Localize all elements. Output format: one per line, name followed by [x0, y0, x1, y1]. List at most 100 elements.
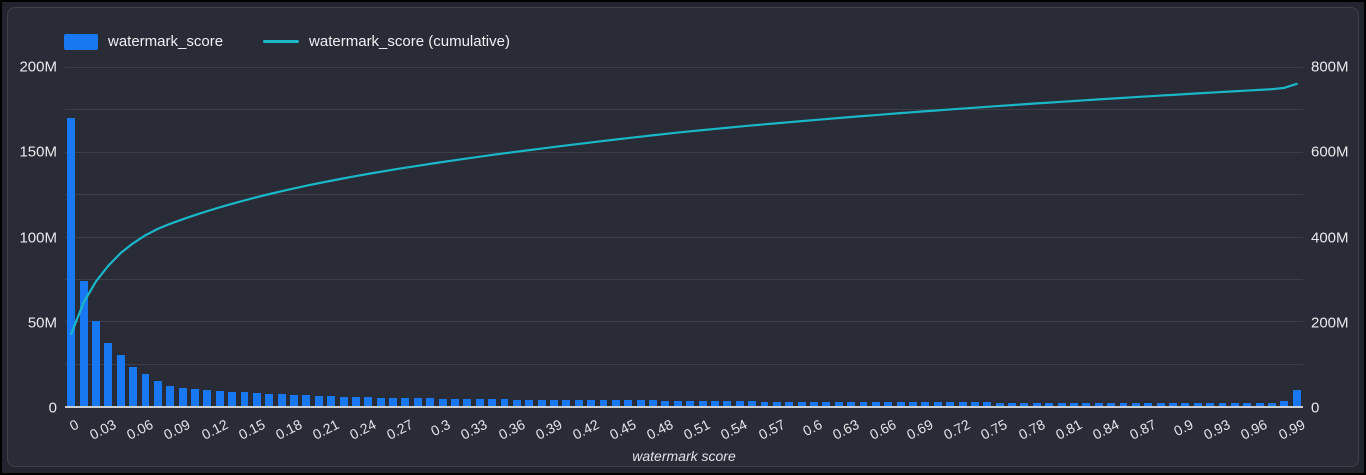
histogram-bar[interactable]	[871, 402, 880, 406]
histogram-bar[interactable]	[1169, 403, 1177, 406]
histogram-bar[interactable]	[587, 400, 596, 406]
histogram-bar[interactable]	[129, 367, 138, 406]
histogram-bar[interactable]	[1206, 403, 1215, 406]
histogram-bar[interactable]	[611, 400, 620, 406]
histogram-bar[interactable]	[1045, 402, 1054, 406]
histogram-bar[interactable]	[153, 380, 162, 406]
histogram-bar[interactable]	[277, 394, 286, 406]
histogram-bar[interactable]	[896, 402, 905, 406]
histogram-bar[interactable]	[599, 400, 608, 406]
histogram-bar[interactable]	[537, 399, 546, 406]
histogram-bar[interactable]	[351, 396, 360, 406]
histogram-bar[interactable]	[1230, 403, 1239, 406]
histogram-bar[interactable]	[735, 401, 744, 406]
histogram-bar[interactable]	[673, 400, 682, 406]
histogram-bar[interactable]	[661, 400, 670, 406]
histogram-bar[interactable]	[364, 397, 373, 406]
histogram-bar[interactable]	[141, 373, 150, 406]
histogram-bar[interactable]	[525, 399, 534, 406]
histogram-bar[interactable]	[413, 398, 422, 406]
histogram-bar[interactable]	[240, 392, 249, 406]
histogram-bar[interactable]	[574, 399, 583, 406]
histogram-bar[interactable]	[1181, 403, 1190, 406]
legend-item-watermark-score[interactable]: watermark_score	[64, 33, 223, 50]
histogram-bar[interactable]	[228, 391, 237, 406]
histogram-bar[interactable]	[327, 396, 336, 406]
histogram-bar[interactable]	[290, 394, 298, 406]
histogram-bar[interactable]	[475, 399, 484, 406]
histogram-bar[interactable]	[426, 398, 435, 406]
histogram-bar[interactable]	[1107, 402, 1116, 406]
histogram-bar[interactable]	[983, 402, 992, 406]
histogram-bar[interactable]	[191, 389, 199, 406]
histogram-bar[interactable]	[933, 402, 942, 406]
histogram-bar[interactable]	[252, 393, 261, 406]
histogram-bar[interactable]	[91, 321, 100, 406]
histogram-bar[interactable]	[1280, 400, 1289, 406]
histogram-bar[interactable]	[339, 396, 348, 406]
histogram-bar[interactable]	[1144, 402, 1153, 406]
histogram-bar[interactable]	[1070, 402, 1078, 406]
histogram-bar[interactable]	[822, 401, 831, 406]
histogram-bar[interactable]	[970, 402, 979, 406]
histogram-bar[interactable]	[1218, 403, 1227, 406]
histogram-bar[interactable]	[451, 398, 459, 406]
histogram-bar[interactable]	[562, 399, 571, 406]
histogram-bar[interactable]	[1131, 402, 1140, 406]
histogram-bar[interactable]	[748, 401, 757, 406]
histogram-bar[interactable]	[884, 402, 893, 406]
histogram-bar[interactable]	[438, 398, 447, 406]
histogram-bar[interactable]	[760, 401, 769, 406]
histogram-bar[interactable]	[79, 280, 88, 406]
histogram-bar[interactable]	[1020, 402, 1029, 406]
histogram-bar[interactable]	[859, 402, 868, 406]
histogram-bar[interactable]	[958, 402, 967, 406]
histogram-bar[interactable]	[946, 402, 955, 406]
histogram-bar[interactable]	[1057, 402, 1066, 406]
histogram-bar[interactable]	[376, 397, 385, 406]
histogram-bar[interactable]	[178, 388, 187, 406]
histogram-bar[interactable]	[203, 390, 212, 406]
histogram-bar[interactable]	[1032, 402, 1041, 406]
histogram-bar[interactable]	[463, 398, 472, 406]
histogram-bar[interactable]	[847, 401, 856, 406]
histogram-bar[interactable]	[1292, 389, 1301, 406]
histogram-bar[interactable]	[67, 117, 76, 406]
histogram-bar[interactable]	[389, 397, 398, 406]
histogram-bar[interactable]	[166, 385, 175, 406]
histogram-bar[interactable]	[686, 401, 695, 406]
histogram-bar[interactable]	[995, 402, 1004, 406]
histogram-bar[interactable]	[1193, 403, 1202, 406]
histogram-bar[interactable]	[710, 401, 719, 406]
histogram-bar[interactable]	[810, 401, 818, 406]
histogram-bar[interactable]	[512, 399, 521, 406]
histogram-bar[interactable]	[909, 402, 917, 406]
histogram-bar[interactable]	[1119, 402, 1128, 406]
histogram-bar[interactable]	[550, 399, 558, 406]
histogram-bar[interactable]	[723, 401, 732, 406]
histogram-bar[interactable]	[104, 343, 113, 406]
histogram-bar[interactable]	[624, 400, 633, 406]
histogram-bar[interactable]	[314, 395, 323, 406]
histogram-bar[interactable]	[785, 401, 794, 406]
histogram-bar[interactable]	[1255, 403, 1264, 406]
histogram-bar[interactable]	[116, 355, 125, 406]
histogram-bar[interactable]	[1156, 402, 1165, 406]
histogram-bar[interactable]	[500, 399, 509, 406]
histogram-bar[interactable]	[649, 400, 657, 406]
histogram-bar[interactable]	[488, 399, 497, 406]
histogram-bar[interactable]	[302, 395, 311, 406]
histogram-bar[interactable]	[1008, 402, 1017, 406]
histogram-bar[interactable]	[401, 398, 410, 406]
histogram-bar[interactable]	[698, 401, 707, 406]
histogram-bar[interactable]	[834, 401, 843, 406]
histogram-bar[interactable]	[215, 390, 224, 406]
histogram-bar[interactable]	[921, 402, 930, 406]
histogram-bar[interactable]	[772, 401, 781, 406]
histogram-bar[interactable]	[636, 400, 645, 406]
histogram-bar[interactable]	[265, 393, 274, 406]
plot-area[interactable]	[65, 67, 1303, 408]
histogram-bar[interactable]	[1243, 403, 1252, 406]
legend-item-watermark-score-cumulative[interactable]: watermark_score (cumulative)	[263, 33, 510, 50]
histogram-bar[interactable]	[797, 401, 806, 406]
